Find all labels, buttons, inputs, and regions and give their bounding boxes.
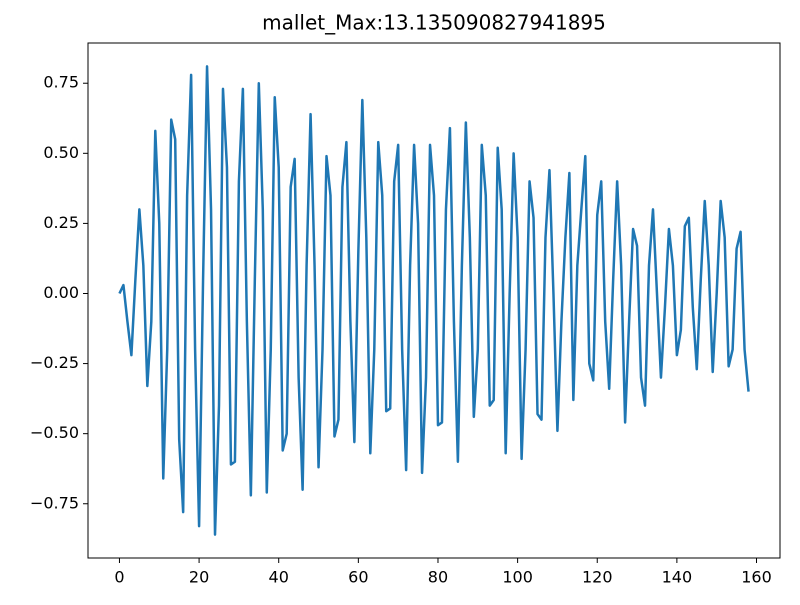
y-tick-label: 0.75 xyxy=(43,73,79,92)
y-tick-label: −0.75 xyxy=(30,493,79,512)
y-tick-label: −0.50 xyxy=(30,423,79,442)
y-tick-label: 0.00 xyxy=(43,283,79,302)
x-tick-label: 100 xyxy=(502,568,533,587)
y-tick-label: 0.25 xyxy=(43,213,79,232)
x-tick-label: 60 xyxy=(348,568,368,587)
y-tick-label: −0.25 xyxy=(30,353,79,372)
x-tick-label: 160 xyxy=(741,568,772,587)
x-tick-label: 20 xyxy=(189,568,209,587)
x-tick-label: 120 xyxy=(582,568,613,587)
x-tick-label: 40 xyxy=(269,568,289,587)
x-tick-label: 140 xyxy=(662,568,693,587)
x-tick-label: 0 xyxy=(114,568,124,587)
chart-title: mallet_Max:13.135090827941895 xyxy=(262,11,606,35)
x-tick-label: 80 xyxy=(428,568,448,587)
data-line xyxy=(118,65,750,536)
plot-frame xyxy=(87,42,781,559)
y-tick-label: 0.50 xyxy=(43,143,79,162)
